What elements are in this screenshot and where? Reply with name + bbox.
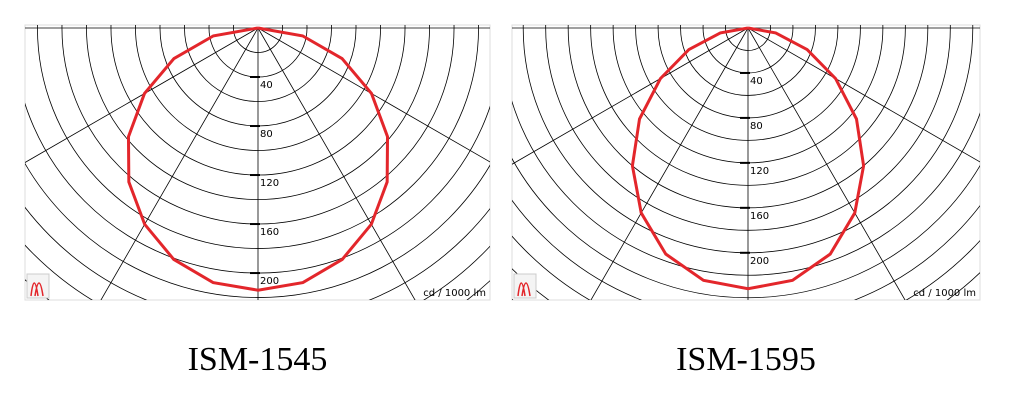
grid-spoke <box>590 27 749 300</box>
grid-spoke <box>747 27 980 163</box>
unit-label: cd / 1000 lm <box>423 288 486 299</box>
tick-label: 40 <box>750 76 763 87</box>
chart-caption: ISM-1545 <box>188 341 328 378</box>
icon-frame <box>513 273 537 299</box>
tick-label: 160 <box>260 227 279 238</box>
tick-label: 120 <box>260 178 279 189</box>
grid-spoke <box>257 27 490 163</box>
unit-label: cd / 1000 lm <box>913 288 976 299</box>
icon-curve <box>30 282 44 297</box>
icon-frame <box>26 273 50 299</box>
tick-label: 160 <box>750 211 769 222</box>
chart-caption: ISM-1595 <box>676 341 816 378</box>
tick-label: 40 <box>260 80 273 91</box>
tick-label: 200 <box>260 276 279 287</box>
intensity-curve <box>126 26 390 292</box>
polar-chart: 40 80 120 160 200 cd / 1000 lm <box>511 24 981 301</box>
tick-label: 80 <box>750 121 763 132</box>
tick-label: 80 <box>260 129 273 140</box>
grid-spoke <box>512 27 749 165</box>
plot-frame <box>24 24 491 301</box>
tick-label: 200 <box>750 256 769 267</box>
grid-spoke <box>25 27 259 163</box>
plot-area <box>512 25 980 300</box>
polar-chart: 40 80 120 160 200 cd / 1000 lm <box>24 24 491 301</box>
grid-spoke <box>100 27 259 300</box>
icon-curve <box>517 282 531 297</box>
grid-spoke <box>747 27 906 300</box>
tick-label: 120 <box>750 166 769 177</box>
intensity-curve <box>630 26 866 291</box>
grid-spoke <box>257 27 416 300</box>
